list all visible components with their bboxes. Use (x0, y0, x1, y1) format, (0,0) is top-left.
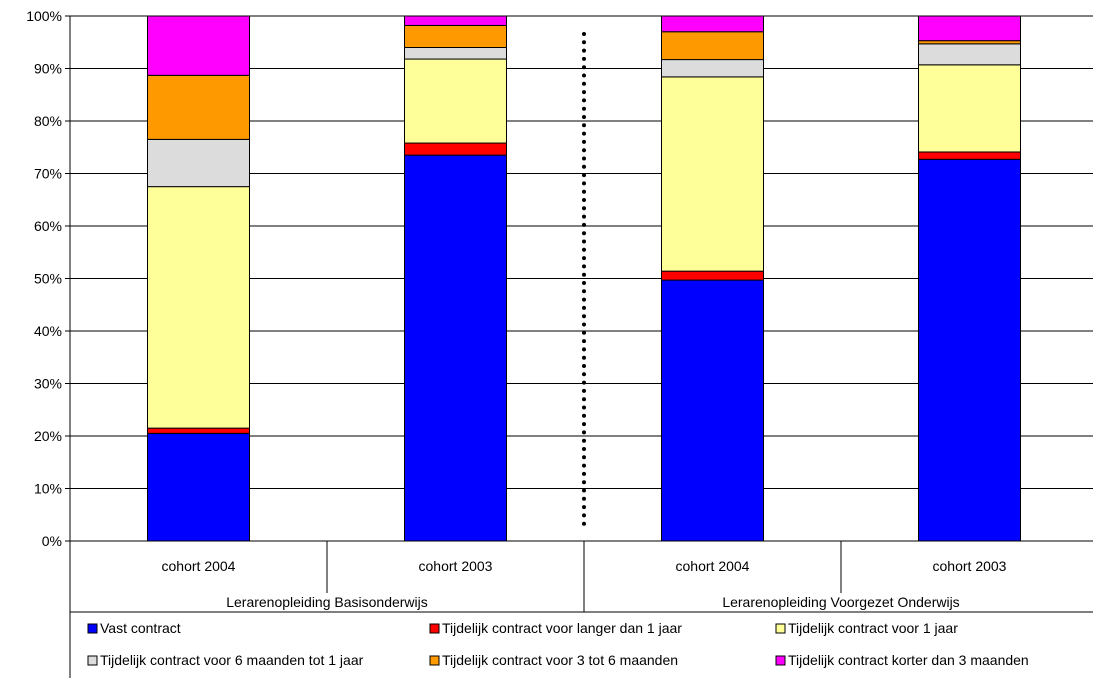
x-tick-label: cohort 2004 (676, 558, 750, 574)
legend-item: Tijdelijk contract voor 3 tot 6 maanden (429, 652, 678, 668)
y-tick-label: 70% (34, 166, 62, 182)
bar-segment (918, 64, 1021, 153)
bar-segment (147, 15, 250, 76)
legend-label: Tijdelijk contract voor langer dan 1 jaa… (442, 620, 682, 636)
group-label: Lerarenopleiding Basisonderwijs (226, 594, 428, 610)
y-tick-label: 40% (34, 323, 62, 339)
legend-swatch (429, 623, 440, 634)
legend-label: Tijdelijk contract korter dan 3 maanden (788, 652, 1029, 668)
y-axis-ticks: 0% 10% 20% 30% 40% 50% 60% 70% 80% 90% 100% (26, 8, 70, 549)
legend-label: Tijdelijk contract voor 1 jaar (788, 620, 958, 636)
legend-label: Tijdelijk contract voor 3 tot 6 maanden (442, 652, 678, 668)
x-tick-label: cohort 2004 (162, 558, 236, 574)
legend-label: Vast contract (100, 620, 181, 636)
bar-segment (661, 15, 764, 33)
y-tick-label: 90% (34, 61, 62, 77)
group-label: Lerarenopleiding Voorgezet Onderwijs (722, 594, 959, 610)
bar-segment (404, 154, 507, 542)
bar-segment (661, 76, 764, 272)
bar-segment (918, 151, 1021, 160)
bar-segment (147, 427, 250, 434)
bar-segment (661, 270, 764, 281)
legend-frame (69, 611, 1093, 683)
legend-item: Vast contract (87, 620, 181, 636)
y-tick-label: 50% (34, 271, 62, 287)
bar-segment (404, 142, 507, 156)
group-labels: Lerarenopleiding Basisonderwijs Lerarenop… (226, 594, 959, 610)
y-tick-label: 100% (26, 8, 62, 24)
legend-item: Tijdelijk contract voor langer dan 1 jaa… (429, 620, 682, 636)
bar-segment (918, 158, 1021, 542)
bar-segment (404, 15, 507, 26)
legend-swatch (429, 655, 440, 666)
bar-segment (147, 138, 250, 188)
bar-segment (918, 43, 1021, 66)
bar-segment (147, 74, 250, 140)
x-tick-labels: cohort 2004 cohort 2003 cohort 2004 cohort … (162, 558, 1007, 574)
y-tick-label: 10% (34, 481, 62, 497)
y-tick-label: 0% (42, 533, 62, 549)
bars (147, 15, 1021, 542)
x-tick-label: cohort 2003 (419, 558, 493, 574)
legend-item: Tijdelijk contract korter dan 3 maanden (775, 652, 1029, 668)
legend-item: Tijdelijk contract voor 6 maanden tot 1 … (87, 652, 364, 668)
legend-swatch (775, 623, 786, 634)
legend-swatch (775, 655, 786, 666)
bar-segment (661, 279, 764, 542)
bar-segment (404, 58, 507, 144)
legend-item: Tijdelijk contract voor 1 jaar (775, 620, 958, 636)
legend-swatch (87, 623, 98, 634)
bar-segment (147, 432, 250, 542)
bar-segment (661, 59, 764, 78)
bar-segment (147, 186, 250, 429)
legend-swatch (87, 655, 98, 666)
bar-segment (918, 15, 1021, 42)
y-tick-label: 80% (34, 113, 62, 129)
bar-segment (404, 24, 507, 48)
bar-segment (661, 31, 764, 61)
y-tick-label: 60% (34, 218, 62, 234)
legend-label: Tijdelijk contract voor 6 maanden tot 1 … (100, 652, 364, 668)
legend: Vast contract Tijdelijk contract voor lan… (69, 611, 1093, 683)
x-tick-label: cohort 2003 (933, 558, 1007, 574)
x-axis (69, 540, 1093, 612)
y-tick-label: 30% (34, 376, 62, 392)
bar-segment (404, 47, 507, 60)
y-tick-label: 20% (34, 428, 62, 444)
